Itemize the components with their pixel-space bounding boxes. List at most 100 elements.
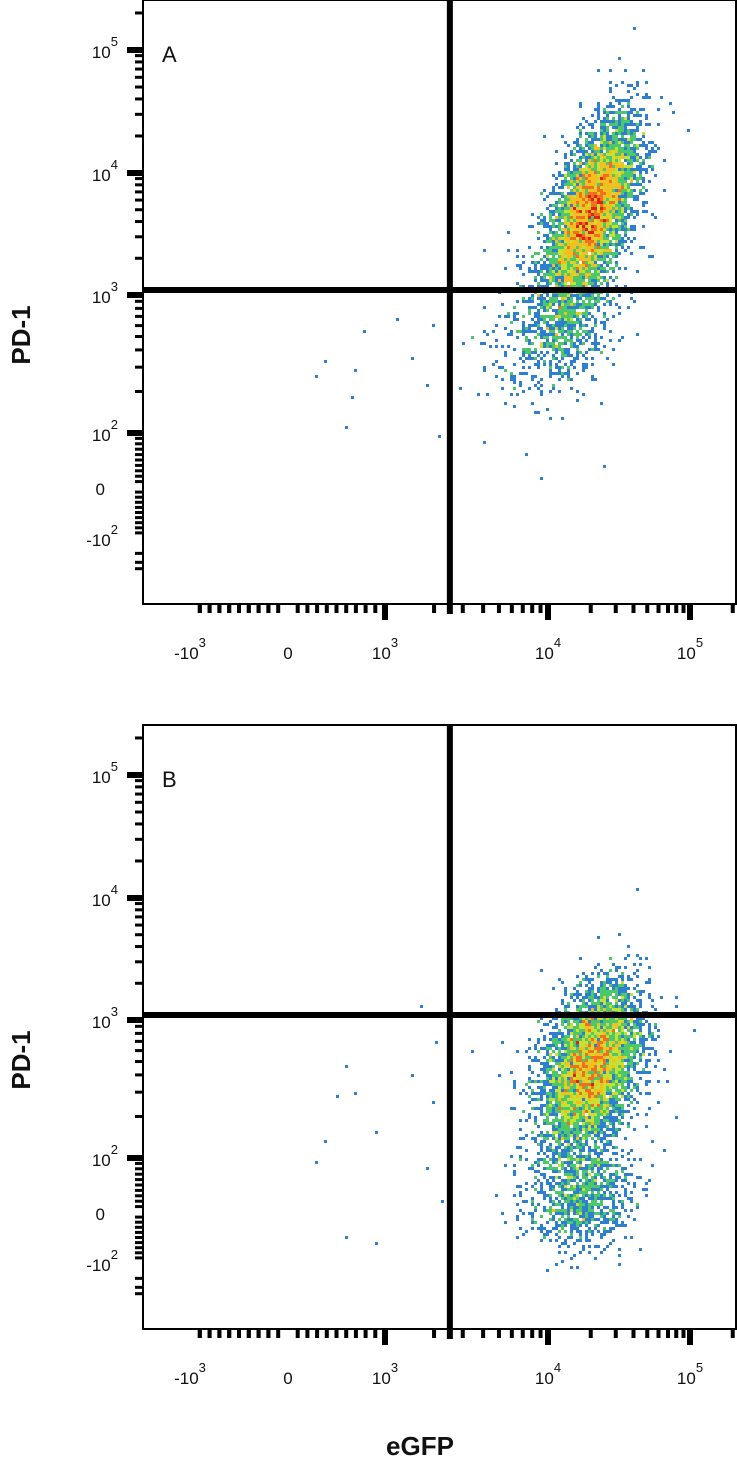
event-point [552, 1083, 555, 1086]
event-point [594, 1092, 597, 1095]
event-point [630, 189, 633, 192]
event-point [615, 216, 618, 219]
event-point [564, 153, 567, 156]
event-point [600, 276, 603, 279]
event-point [570, 342, 573, 345]
event-point [486, 333, 489, 336]
x-tick-mark [656, 604, 661, 613]
event-point [618, 198, 621, 201]
event-point [630, 138, 633, 141]
event-point [597, 111, 600, 114]
event-point [555, 1077, 558, 1080]
event-point [579, 216, 582, 219]
event-point [615, 141, 618, 144]
event-point [588, 1107, 591, 1110]
x-tick-mark [344, 1329, 349, 1338]
event-point [591, 1029, 594, 1032]
event-point [543, 1209, 546, 1212]
event-point [633, 1182, 636, 1185]
event-point [615, 1206, 618, 1209]
event-point [588, 1122, 591, 1125]
event-point [585, 1239, 588, 1242]
event-point [594, 162, 597, 165]
event-point [600, 1101, 603, 1104]
x-tick-mark [305, 1329, 310, 1338]
event-point [582, 1206, 585, 1209]
event-point [624, 1173, 627, 1176]
event-point [546, 333, 549, 336]
event-point [624, 1044, 627, 1047]
event-point [597, 987, 600, 990]
event-point [621, 1023, 624, 1026]
event-point [543, 279, 546, 282]
event-point [564, 351, 567, 354]
event-point [537, 1158, 540, 1161]
event-point [639, 1071, 642, 1074]
event-point [549, 261, 552, 264]
event-point [567, 1101, 570, 1104]
event-point [528, 339, 531, 342]
y-tick-mark [135, 490, 143, 494]
event-point [603, 1056, 606, 1059]
event-point [582, 1104, 585, 1107]
event-point [609, 1068, 612, 1071]
event-point [615, 1152, 618, 1155]
event-point [603, 252, 606, 255]
event-point [570, 345, 573, 348]
event-point [570, 228, 573, 231]
event-point [570, 996, 573, 999]
event-point [594, 324, 597, 327]
event-point [585, 201, 588, 204]
event-point [597, 186, 600, 189]
event-point [591, 195, 594, 198]
event-point [624, 1050, 627, 1053]
event-point [585, 1050, 588, 1053]
event-point [600, 1209, 603, 1212]
event-point [585, 204, 588, 207]
event-point [609, 159, 612, 162]
event-point [576, 1227, 579, 1230]
event-point [546, 240, 549, 243]
event-point [534, 252, 537, 255]
event-point [483, 249, 486, 252]
event-point [549, 1113, 552, 1116]
event-point [561, 222, 564, 225]
event-point [603, 276, 606, 279]
event-point [579, 1215, 582, 1218]
x-tick-mark [545, 1329, 551, 1345]
event-point [612, 1059, 615, 1062]
event-point [594, 1245, 597, 1248]
event-point [522, 372, 525, 375]
event-point [663, 1149, 666, 1152]
event-point [588, 1197, 591, 1200]
event-point [606, 282, 609, 285]
event-point [621, 1059, 624, 1062]
event-point [534, 1047, 537, 1050]
event-point [603, 465, 606, 468]
event-point [612, 1101, 615, 1104]
event-point [555, 1125, 558, 1128]
event-point [606, 1185, 609, 1188]
event-point [492, 363, 495, 366]
event-point [570, 1101, 573, 1104]
event-point [639, 108, 642, 111]
event-point [618, 339, 621, 342]
event-point [585, 144, 588, 147]
event-point [645, 93, 648, 96]
event-point [609, 1050, 612, 1053]
event-point [579, 177, 582, 180]
event-point [561, 303, 564, 306]
event-point [579, 1167, 582, 1170]
event-point [573, 171, 576, 174]
event-point [555, 219, 558, 222]
event-point [636, 270, 639, 273]
event-point [606, 216, 609, 219]
event-point [567, 1095, 570, 1098]
event-point [573, 249, 576, 252]
event-point [570, 1059, 573, 1062]
event-point [597, 1125, 600, 1128]
event-point [582, 1173, 585, 1176]
y-tick-mark [135, 779, 143, 783]
event-point [612, 186, 615, 189]
event-point [597, 1161, 600, 1164]
